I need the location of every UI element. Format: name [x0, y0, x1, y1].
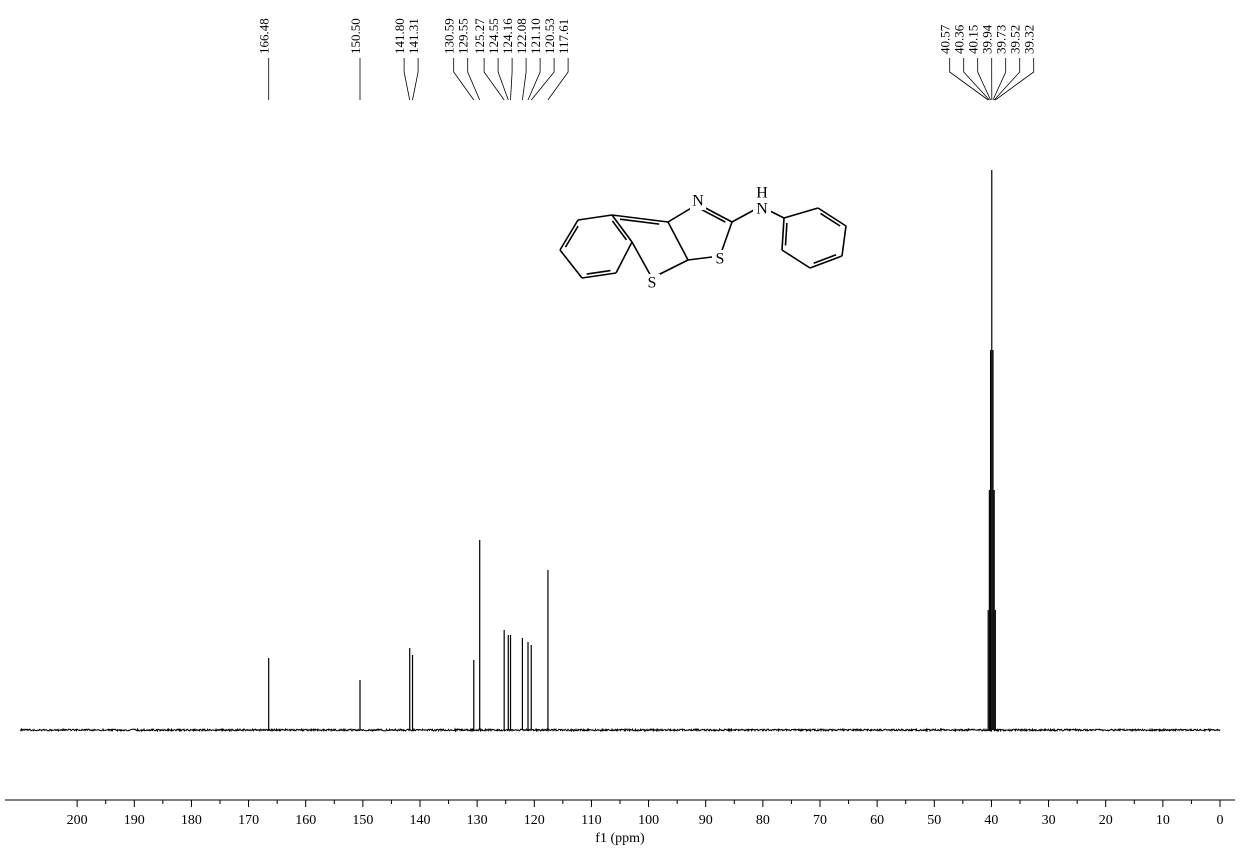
- peak-label: 166.48: [257, 18, 272, 54]
- bond: [782, 250, 810, 268]
- bond: [578, 215, 612, 220]
- peak-label: 39.52: [1008, 25, 1023, 54]
- axis-tick-label: 180: [181, 813, 202, 828]
- bond: [560, 220, 578, 250]
- peak-label: 39.73: [994, 25, 1009, 54]
- peak-label: 40.36: [952, 24, 967, 54]
- nmr-spectrum: 2001901801701601501401301201101009080706…: [0, 0, 1240, 867]
- peak-label: 130.59: [442, 18, 457, 54]
- axis-tick-label: 150: [352, 813, 373, 828]
- peak-label: 150.50: [348, 18, 363, 54]
- atom-label: N: [692, 193, 704, 210]
- peak-label-connector: [994, 58, 1020, 100]
- bond: [732, 210, 754, 222]
- peak-label-connector: [548, 58, 568, 100]
- peak-label: 120.53: [542, 18, 557, 54]
- bond: [560, 250, 582, 278]
- axis-tick-label: 20: [1099, 813, 1113, 828]
- peak-label: 141.80: [392, 18, 407, 54]
- peak-label-connector: [528, 58, 540, 100]
- peak-label: 40.15: [966, 25, 981, 54]
- peak-label: 39.32: [1022, 25, 1037, 54]
- peak-label: 124.16: [500, 18, 515, 54]
- axis-tick-label: 200: [67, 813, 88, 828]
- peak-label: 124.55: [486, 18, 501, 54]
- peak-label-connector: [950, 58, 989, 100]
- bond: [784, 208, 818, 218]
- axis-tick-label: 110: [581, 813, 601, 828]
- atom-label: S: [648, 275, 657, 292]
- peak-label: 117.61: [556, 19, 571, 54]
- peak-label-connector: [413, 58, 419, 100]
- axis-tick-label: 50: [927, 813, 941, 828]
- atom-label: H: [756, 185, 768, 202]
- axis-tick-label: 40: [984, 813, 998, 828]
- axis-tick-label: 100: [638, 813, 659, 828]
- peak-label: 40.57: [938, 24, 953, 54]
- axis-tick-label: 60: [870, 813, 884, 828]
- bond: [782, 218, 784, 250]
- peak-label: 122.08: [514, 18, 529, 54]
- peak-label-connector: [511, 58, 513, 100]
- peak-label: 121.10: [528, 18, 543, 54]
- axis-tick-label: 80: [756, 813, 770, 828]
- peak-label: 129.55: [456, 18, 471, 54]
- axis-tick-label: 30: [1042, 813, 1056, 828]
- peak-label-connector: [484, 58, 504, 100]
- peak-label-connector: [522, 58, 526, 100]
- axis-tick-label: 70: [813, 813, 827, 828]
- peak-label: 39.94: [980, 24, 995, 54]
- atom-label: S: [716, 251, 725, 268]
- axis-tick-label: 90: [699, 813, 713, 828]
- axis-tick-label: 160: [295, 813, 316, 828]
- atom-label: N: [756, 201, 768, 218]
- axis-tick-label: 130: [467, 813, 488, 828]
- axis-tick-label: 120: [524, 813, 545, 828]
- bond: [632, 242, 652, 278]
- peak-label-connector: [964, 58, 990, 100]
- peak-label-connector: [404, 58, 410, 100]
- bond: [616, 242, 632, 273]
- bond: [668, 222, 688, 260]
- axis-tick-label: 0: [1217, 813, 1224, 828]
- peak-label: 125.27: [472, 18, 487, 54]
- peak-label: 141.31: [406, 18, 421, 54]
- axis-tick-label: 140: [410, 813, 431, 828]
- axis-tick-label: 190: [124, 813, 145, 828]
- peak-label-connector: [995, 58, 1033, 100]
- axis-label: f1 (ppm): [595, 831, 645, 846]
- bond: [785, 223, 786, 245]
- axis-tick-label: 170: [238, 813, 259, 828]
- axis-tick-label: 10: [1156, 813, 1170, 828]
- bond: [842, 226, 846, 256]
- bond: [818, 208, 846, 226]
- peak-label-connector: [531, 58, 554, 100]
- baseline: [20, 729, 1220, 731]
